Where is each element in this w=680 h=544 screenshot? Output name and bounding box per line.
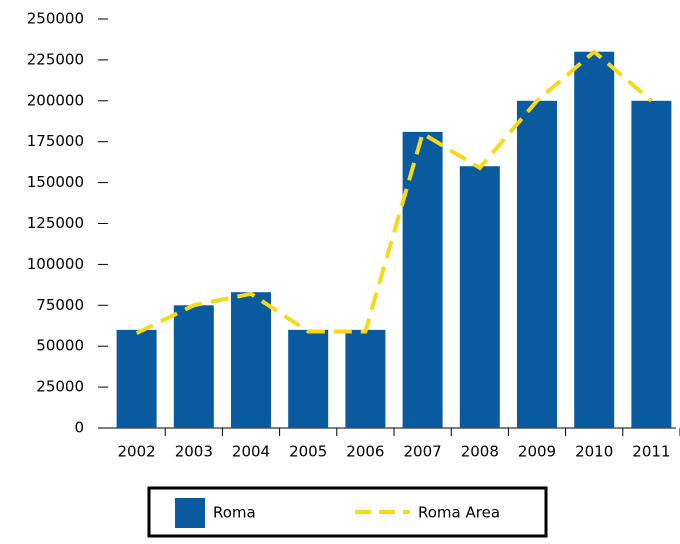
y-tick-label: 25000 xyxy=(36,378,84,396)
bar xyxy=(574,51,615,428)
x-tick-label: 2006 xyxy=(346,443,384,461)
x-tick-label: 2007 xyxy=(404,443,442,461)
y-tick-label: 250000 xyxy=(27,10,84,28)
bar xyxy=(402,131,443,428)
x-tick-label: 2005 xyxy=(289,443,327,461)
legend-box xyxy=(147,486,548,538)
bar xyxy=(517,100,557,429)
y-tick-label: 125000 xyxy=(27,214,84,232)
legend-label: Roma xyxy=(213,504,256,522)
y-tick-label: 100000 xyxy=(27,255,84,273)
bar xyxy=(116,329,157,428)
x-tick-label: 2003 xyxy=(175,443,213,461)
bar xyxy=(459,166,500,429)
bar xyxy=(231,292,271,428)
y-tick-label: 225000 xyxy=(27,50,84,68)
y-tick-label: 200000 xyxy=(27,91,84,109)
x-tick-label: 2002 xyxy=(118,443,156,461)
x-tick-label: 2009 xyxy=(518,443,556,461)
legend-label: Roma Area xyxy=(418,504,500,522)
x-tick-label: 2011 xyxy=(632,443,670,461)
y-tick-label: 175000 xyxy=(27,132,84,150)
bar xyxy=(173,305,214,428)
bar xyxy=(345,329,386,428)
bar xyxy=(288,329,329,428)
x-tick-label: 2008 xyxy=(461,443,499,461)
x-tick-label: 2010 xyxy=(575,443,613,461)
y-tick-label: 0 xyxy=(74,419,84,437)
x-tick-label: 2004 xyxy=(232,443,270,461)
line xyxy=(135,49,653,335)
bar xyxy=(631,100,672,429)
y-tick-label: 50000 xyxy=(36,337,84,355)
legend-swatch xyxy=(175,498,205,528)
y-tick-label: 150000 xyxy=(27,173,84,191)
y-tick-label: 75000 xyxy=(36,296,84,314)
